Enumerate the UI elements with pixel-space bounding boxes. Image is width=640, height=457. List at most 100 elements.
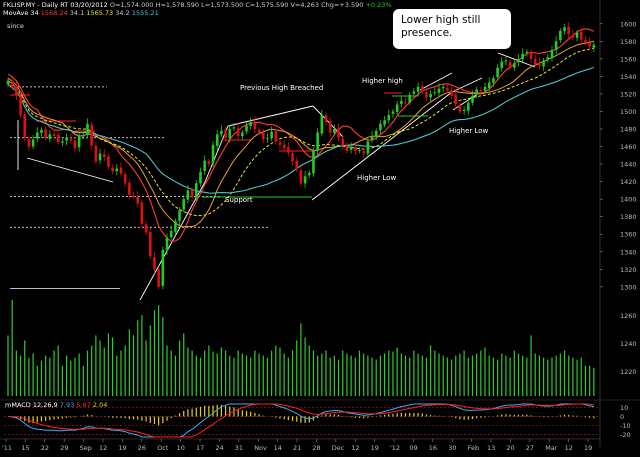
x-tick-label: 21 [293,444,301,452]
volume-bar [116,355,118,396]
volume-bar [522,355,524,396]
volume-bar [513,350,515,396]
volume-bar [308,345,310,396]
candle-body [575,32,579,38]
candle-body [186,190,190,200]
volume-bar [291,350,294,396]
candle-body [6,80,10,85]
candle-body [496,67,499,78]
candle-body [220,130,223,135]
candle-body [245,125,248,132]
candle-body [521,53,524,60]
volume-bar [538,355,541,396]
volume-bar [421,355,423,396]
volume-bar [61,365,63,396]
macd-tick-label: -20 [620,431,631,439]
candle-body [203,160,206,171]
candle-body [517,58,520,63]
volume-bar [224,350,227,396]
volume-bar [563,350,566,396]
volume-bar [572,357,574,396]
candle-body [128,182,131,195]
since-label: since [7,22,24,30]
change-pct-value: +0.23% [365,1,392,9]
candle-body [471,95,474,103]
volume-bar [300,323,302,396]
volume-bar [53,350,55,396]
macd-label: mMACD 12,26,9 [5,401,58,409]
volume-bar [367,355,369,396]
signal-value: 5.87 [76,401,91,409]
candle-body [119,167,123,174]
x-tick-label: 12 [565,444,573,452]
x-tick-label: 17 [196,444,204,452]
volume-bar [434,350,436,396]
volume-bar [65,355,68,396]
candle-body [391,111,395,114]
candle-body [287,147,290,153]
candle-body [157,269,160,287]
volume-bar [271,350,273,396]
candle-body [52,134,56,137]
x-tick-label: 22 [41,444,49,452]
volume-bar [559,353,561,396]
candle-body [475,89,478,95]
volume-bar [363,353,365,396]
movave-value-3: 1565.73 [86,9,114,17]
candle-body [73,140,77,149]
volume-bar [509,357,511,396]
y-tick-label: 1220 [620,368,637,376]
candle-body [529,52,533,59]
volume-bar [183,333,185,396]
volume-bar [28,357,30,396]
volume-bar [24,340,26,396]
x-tick-label: 09 [409,444,417,452]
volume-bar [438,353,440,396]
candle-body [69,138,73,141]
volume-bar [350,355,352,396]
volume-bar [480,350,482,396]
header-row-1: FKLISP.MY - Daily RT 03/20/2012 O=1,574.… [3,1,392,9]
volume-bar [530,335,532,396]
candle-body [320,114,324,134]
volume-bar [91,345,93,396]
volume-bar [388,350,390,396]
candle-body [420,86,424,92]
candle-body [270,131,273,139]
candle-body [345,145,349,151]
y-tick-label: 1560 [620,55,637,63]
x-tick-label: 26 [138,444,146,452]
candle-body [224,129,227,138]
volume-bar [137,320,139,396]
volume-bar [204,350,206,396]
symbol-label: FKLISP.MY - Daily RT [3,1,69,9]
y-tick-label: 1540 [620,73,637,81]
macd-value: 7.93 [59,401,75,409]
header-row-2: MovAve 34 1568.24 34.1 1565.73 34.2 1555… [3,9,159,17]
y-tick-label: 1400 [620,196,637,204]
candle-body [10,80,14,87]
trend-line [227,105,314,127]
volume-bar [191,350,193,396]
candle-body [140,202,144,224]
close-value: C=1,575.590 [245,1,289,9]
y-tick-label: 1340 [620,248,637,256]
candles [6,22,596,290]
volume-bar [396,347,398,396]
x-tick-label: 24 [215,444,223,452]
volume-bar [442,355,444,396]
candle-body [77,136,81,148]
volume-bar [450,359,453,396]
volume-bar [296,340,298,396]
x-tick-label: 20 [506,444,514,452]
candle-body [546,57,550,61]
volume-bar [199,357,202,396]
candle-body [278,142,282,145]
x-tick-label: '12 [390,444,400,452]
y-tick-label: 1360 [620,231,637,239]
volume-bar [409,357,411,396]
annotation-previous-high: Previous High Breached [240,84,323,92]
candle-body [35,132,39,139]
volume-bar [32,353,34,396]
